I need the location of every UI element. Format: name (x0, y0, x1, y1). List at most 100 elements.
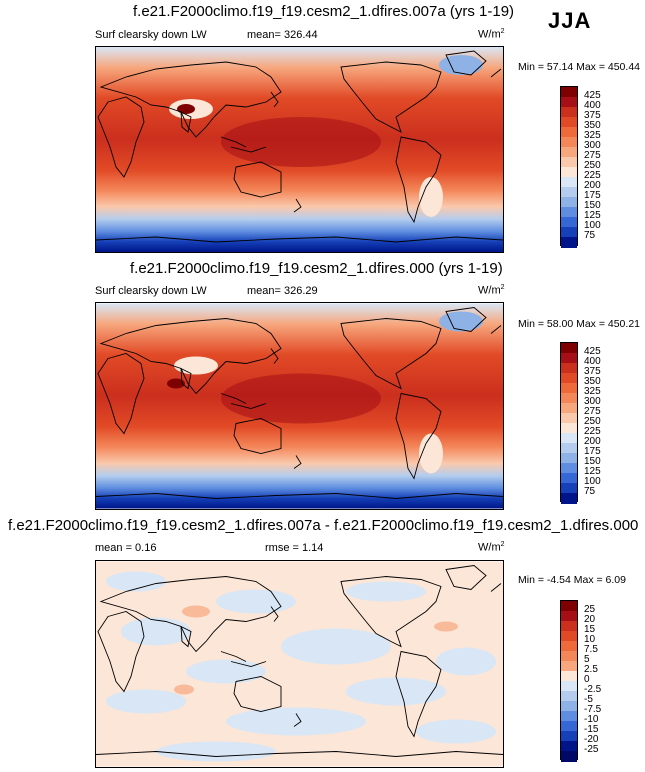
andes-cool-spot (419, 433, 443, 474)
panel-1-colorbar-swatch (561, 87, 577, 98)
panel-3-colorbar-swatch (561, 641, 577, 652)
panel-1-variable-label: Surf clearsky down LW (95, 29, 207, 41)
panel-1-colorbar-label: 350 (584, 120, 601, 131)
panel-1-colorbar-label: 425 (584, 90, 601, 101)
panel-3-colorbar-label: -20 (584, 734, 599, 745)
panel-2-colorbar-label: 275 (584, 406, 601, 417)
panel-3-colorbar-swatch (561, 671, 577, 682)
panel-2-colorbar-label: 200 (584, 436, 601, 447)
panel-1-colorbar-swatch (561, 127, 577, 138)
panel-1-colorbar-label: 325 (584, 130, 601, 141)
panel-1-colorbar-label: 175 (584, 190, 601, 201)
panel-3-colorbar-swatch (561, 721, 577, 732)
panel-1-colorbar-swatch (561, 177, 577, 188)
panel-3-colorbar-label: 15 (584, 624, 596, 635)
india-warm-spot (177, 104, 195, 114)
panel-1-colorbar-swatch (561, 107, 577, 118)
panel-3-colorbar-swatch (561, 661, 577, 672)
panel-3-colorbar-label: -2.5 (584, 684, 602, 695)
panel-3-colorbar-label: 2.5 (584, 664, 598, 675)
panel-3-colorbar-label: 7.5 (584, 644, 598, 655)
panel-2-colorbar-swatch (561, 483, 577, 494)
panel-1-colorbar-label: 300 (584, 140, 601, 151)
panel-2-colorbar-label: 125 (584, 466, 601, 477)
panel-2-colorbar-swatch (561, 413, 577, 424)
panel-1-colorbar-label: 275 (584, 150, 601, 161)
india-warm-spot (167, 378, 185, 389)
panel-2-colorbar-swatch (561, 463, 577, 474)
panel-2-variable-label: Surf clearsky down LW (95, 285, 207, 297)
panel-2-colorbar-swatch (561, 393, 577, 404)
panel-3-colorbar-label: 25 (584, 604, 596, 615)
panel-3-colorbar-swatch (561, 631, 577, 642)
panel-2-title: f.e21.F2000climo.f19_f19.cesm2_1.dfires.… (130, 260, 503, 277)
panel-2-map-field (96, 303, 503, 509)
panel-1-colorbar-label: 375 (584, 110, 601, 121)
panel-1-colorbar-swatch (561, 97, 577, 108)
negative-anomaly-patches (106, 571, 496, 762)
panel-2-colorbar-label: 250 (584, 416, 601, 427)
panel-3-colorbar-swatch (561, 621, 577, 632)
panel-1-colorbar-label: 400 (584, 100, 601, 111)
panel-1-colorbar-swatch (561, 187, 577, 198)
panel-3-colorbar-swatch (561, 611, 577, 622)
panel-1-colorbar-box (560, 86, 578, 248)
panel-1-colorbar-swatch (561, 217, 577, 228)
panel-2-colorbar-label: 175 (584, 446, 601, 457)
panel-1-colorbar-label: 250 (584, 160, 601, 171)
panel-2-colorbar-swatch (561, 453, 577, 464)
panel-1-colorbar-swatch (561, 147, 577, 158)
season-label: JJA (548, 8, 592, 33)
panel-1-colorbar-swatch (561, 207, 577, 218)
panel-2-mean-label: mean= 326.29 (247, 285, 318, 297)
panel-3-colorbar-label: -15 (584, 724, 599, 735)
panel-3-colorbar-label: 5 (584, 654, 590, 665)
panel-1-colorbar-label: 150 (584, 200, 601, 211)
panel-3-colorbar-label: -5 (584, 694, 593, 705)
panel-1-units: W/m2 (478, 28, 505, 41)
panel-3-colorbar-label: -25 (584, 744, 599, 755)
panel-1-colorbar-label: 75 (584, 230, 596, 241)
panel-3-title: f.e21.F2000climo.f19_f19.cesm2_1.dfires.… (8, 517, 639, 534)
panel-2-colorbar-swatch (561, 433, 577, 444)
panel-1-title: f.e21.F2000climo.f19_f19.cesm2_1.dfires.… (133, 3, 515, 20)
panel-1-map-field (96, 47, 503, 252)
panel-2-colorbar-swatch (561, 403, 577, 414)
panel-3-rmse-label: rmse = 1.14 (265, 542, 324, 554)
greenland-cool-spot (439, 311, 483, 332)
panel-3-colorbar-label: 0 (584, 674, 590, 685)
panel-3-map-field (96, 561, 503, 767)
panel-1-colorbar-label: 225 (584, 170, 601, 181)
panel-2-colorbar-label: 150 (584, 456, 601, 467)
panel-3-colorbar-swatch (561, 691, 577, 702)
pacific-warm-pool (221, 373, 381, 424)
panel-3-colorbar-label: -7.5 (584, 704, 602, 715)
panel-3-colorbar-swatch (561, 701, 577, 712)
panel-2-colorbar-label: 75 (584, 486, 596, 497)
panel-2-colorbar-swatch (561, 493, 577, 504)
panel-3-colorbar-swatch (561, 751, 577, 762)
positive-anomaly-patches (174, 605, 458, 695)
panel-2-colorbar-swatch (561, 353, 577, 364)
panel-2-colorbar-swatch (561, 423, 577, 434)
panel-3-colorbar-swatch (561, 601, 577, 612)
panel-3-colorbar-swatch (561, 711, 577, 722)
panel-3-colorbar-swatch (561, 741, 577, 752)
panel-2-colorbar-label: 300 (584, 396, 601, 407)
panel-3-colorbar-label: -10 (584, 714, 599, 725)
panel-1-mean-label: mean= 326.44 (247, 29, 318, 41)
panel-1-map (95, 46, 504, 253)
panel-2-colorbar-box (560, 342, 578, 504)
panel-2-colorbar-label: 350 (584, 376, 601, 387)
panel-1-colorbar-swatch (561, 167, 577, 178)
panel-2-colorbar-swatch (561, 473, 577, 484)
andes-cool-spot (419, 177, 443, 217)
panel-2-colorbar-label: 400 (584, 356, 601, 367)
panel-2-colorbar-label: 100 (584, 476, 601, 487)
panel-1-colorbar-swatch (561, 197, 577, 208)
panel-3-mean-label: mean = 0.16 (95, 542, 157, 554)
panel-2-colorbar-label: 325 (584, 386, 601, 397)
panel-1-colorbar-swatch (561, 157, 577, 168)
panel-2-colorbar-swatch (561, 383, 577, 394)
panel-3-colorbar-box (560, 600, 578, 762)
